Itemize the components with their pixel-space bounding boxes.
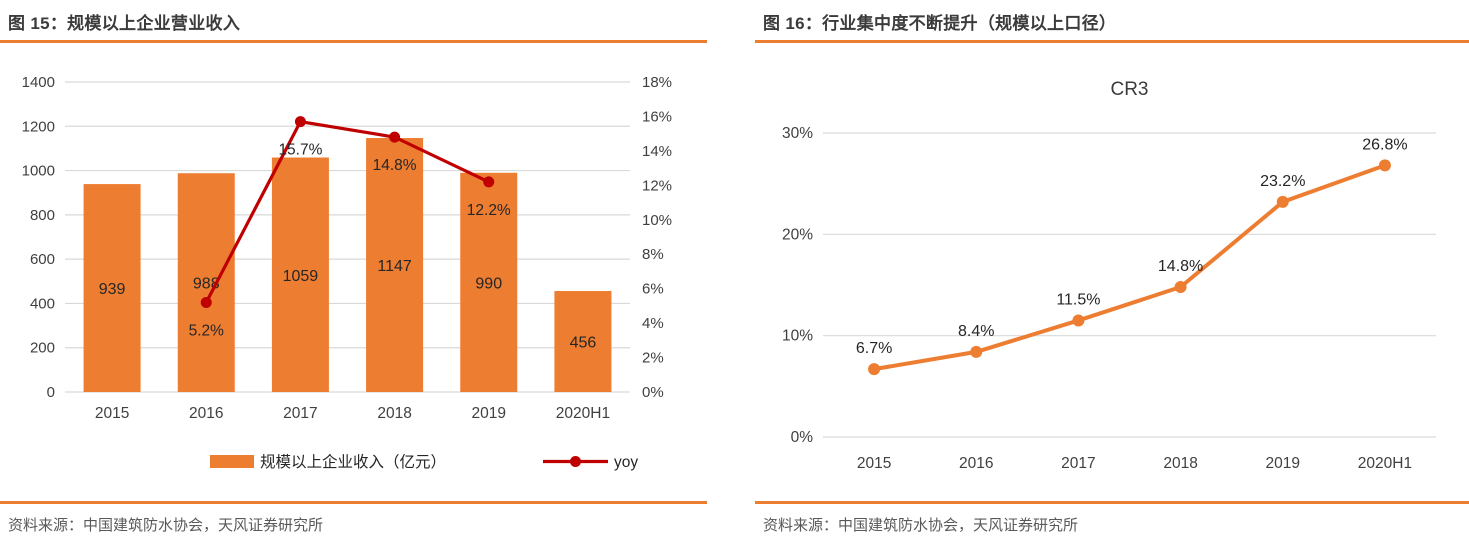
figure-16-panel: 图 16：行业集中度不断提升（规模以上口径） CR3 0% 10% 20% 30% 6.7… xyxy=(755,0,1469,539)
cr3-point xyxy=(970,345,983,358)
yoy-point xyxy=(294,116,306,128)
x-axis-label: 2015 xyxy=(95,405,129,422)
cr3-value-label: 6.7% xyxy=(856,340,892,357)
figure-15-source: 资料来源：中国建筑防水协会，天风证券研究所 xyxy=(8,517,324,534)
left-axis-tick-label: 400 xyxy=(30,295,55,312)
x-axis-label: 2016 xyxy=(959,455,993,472)
left-axis-tick-label: 0 xyxy=(47,384,55,401)
figure-15-panel: 图 15：规模以上企业营业收入 0 200 400 600 800 1000 1200 140… xyxy=(0,0,707,539)
x-axis-label: 2015 xyxy=(857,455,891,472)
y-axis-tick-label: 20% xyxy=(782,226,813,243)
revenue-bar-line-chart: 0 200 400 600 800 1000 1200 1400 0% 2% 4% 6% 8% 10% 12… xyxy=(22,74,672,471)
cr3-point xyxy=(1072,314,1085,327)
cr3-value-label: 11.5% xyxy=(1056,291,1100,308)
yoy-value-label: 14.8% xyxy=(373,157,417,174)
left-axis-tick-label: 1400 xyxy=(22,74,55,91)
right-axis-tick-label: 6% xyxy=(642,281,664,298)
cr3-value-label: 8.4% xyxy=(958,323,994,340)
cr3-point xyxy=(1378,159,1391,172)
right-axis-tick-label: 12% xyxy=(642,177,672,194)
cr3-point xyxy=(1174,281,1187,294)
right-axis-tick-label: 14% xyxy=(642,143,672,160)
right-axis-tick-label: 8% xyxy=(642,246,664,263)
figure-16-title-rule xyxy=(755,40,1469,43)
figure-15-footer-rule xyxy=(0,501,707,504)
bar-value-label: 1147 xyxy=(377,258,412,275)
bar-value-label: 939 xyxy=(99,281,126,298)
left-axis-tick-label: 800 xyxy=(30,207,55,224)
bar-2018 xyxy=(366,138,424,392)
y-axis-tick-label: 0% xyxy=(791,429,814,446)
figure-15-title-rule xyxy=(0,40,707,43)
bar-2016 xyxy=(177,173,235,392)
figure-16-footer: 资料来源：中国建筑防水协会，天风证券研究所 xyxy=(755,501,1469,535)
left-axis-tick-label: 1200 xyxy=(22,118,55,135)
cr3-line-chart: CR3 0% 10% 20% 30% 6.7% 8.4% 11.5% 14.8% 23.2% 26.… xyxy=(782,79,1436,472)
bar-2019 xyxy=(460,172,518,392)
x-axis-label: 2020H1 xyxy=(1358,455,1412,472)
cr3-point xyxy=(1276,195,1289,208)
cr3-value-label: 26.8% xyxy=(1362,136,1407,153)
bar-2015 xyxy=(83,184,141,392)
x-axis-label: 2020H1 xyxy=(556,405,610,422)
right-axis-tick-label: 18% xyxy=(642,74,672,91)
cr3-value-label: 14.8% xyxy=(1158,258,1203,275)
yoy-point xyxy=(389,131,401,143)
chart-title-cr3: CR3 xyxy=(1110,79,1148,100)
left-axis-tick-label: 1000 xyxy=(22,163,55,180)
legend-bar-swatch xyxy=(210,455,254,468)
cr3-value-label: 23.2% xyxy=(1260,173,1305,190)
x-axis-label: 2017 xyxy=(1061,455,1095,472)
yoy-value-label: 15.7% xyxy=(278,142,322,159)
bar-value-label: 1059 xyxy=(283,268,319,285)
right-axis-tick-label: 16% xyxy=(642,108,672,125)
figure-15-footer: 资料来源：中国建筑防水协会，天风证券研究所 xyxy=(0,501,707,535)
x-axis-label: 2018 xyxy=(377,405,411,422)
left-axis-tick-label: 200 xyxy=(30,340,55,357)
bar-value-label: 456 xyxy=(570,335,597,352)
yoy-value-label: 12.2% xyxy=(467,202,511,219)
x-axis-label: 2019 xyxy=(1266,455,1300,472)
y-axis-tick-label: 10% xyxy=(782,328,813,345)
cr3-line xyxy=(873,163,1386,372)
left-axis-tick-label: 600 xyxy=(30,251,55,268)
legend-line-dot xyxy=(570,456,581,467)
cr3-point xyxy=(868,363,881,376)
figure-15-title: 图 15：规模以上企业营业收入 xyxy=(8,14,241,33)
bar-value-label: 990 xyxy=(475,275,502,292)
yoy-point xyxy=(483,176,495,188)
x-axis-label: 2018 xyxy=(1163,455,1197,472)
yoy-line xyxy=(204,119,490,304)
legend-line-label: yoy xyxy=(614,454,638,471)
right-axis-tick-label: 4% xyxy=(642,315,664,332)
right-axis-tick-label: 10% xyxy=(642,212,672,229)
bar-2017 xyxy=(271,157,329,392)
right-axis-tick-label: 0% xyxy=(642,384,664,401)
yoy-point xyxy=(200,296,212,308)
bar-2020H1 xyxy=(554,291,612,392)
figure-16-title: 图 16：行业集中度不断提升（规模以上口径） xyxy=(763,14,1117,33)
x-axis-label: 2019 xyxy=(472,405,506,422)
right-axis-tick-label: 2% xyxy=(642,350,664,367)
figure-16-source: 资料来源：中国建筑防水协会，天风证券研究所 xyxy=(763,517,1079,534)
x-axis-label: 2016 xyxy=(189,405,223,422)
yoy-value-label: 5.2% xyxy=(189,322,225,339)
figure-16-footer-rule xyxy=(755,501,1469,504)
legend-bar-label: 规模以上企业收入（亿元） xyxy=(260,453,446,471)
x-axis-label: 2017 xyxy=(283,405,317,422)
y-axis-tick-label: 30% xyxy=(782,125,813,142)
